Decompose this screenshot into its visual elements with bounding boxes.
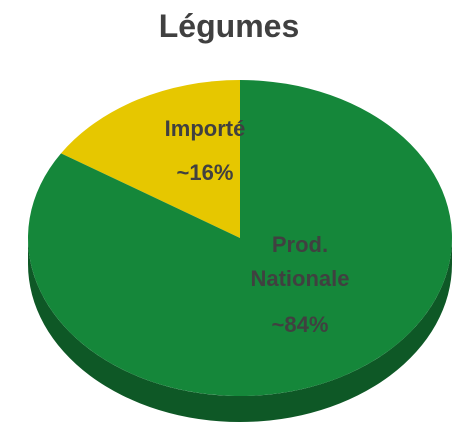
pie-side xyxy=(28,238,452,422)
slice-label: Importé xyxy=(164,116,246,141)
chart-title: Légumes xyxy=(158,8,300,44)
pie-slice xyxy=(28,80,453,396)
slice-label: Prod. Nationale xyxy=(250,232,350,291)
slice-value-label: ~16% xyxy=(176,160,234,185)
pie-slice xyxy=(61,80,241,238)
slice-value-label: ~84% xyxy=(271,312,329,337)
